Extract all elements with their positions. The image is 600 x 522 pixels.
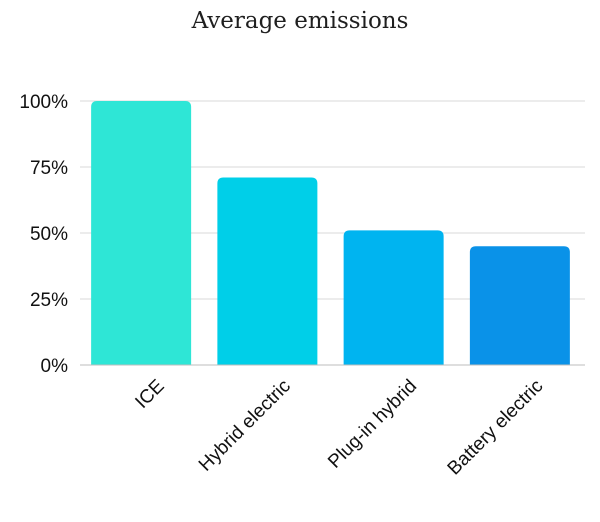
x-tick-label: Hybrid electric <box>195 376 295 476</box>
bar-plug-in-hybrid <box>343 230 444 365</box>
y-tick-label: 75% <box>30 158 68 179</box>
x-tick-label: Plug-in hybrid <box>324 376 421 473</box>
x-tick-label: ICE <box>131 376 168 413</box>
y-tick-label: 0% <box>41 356 69 377</box>
chart-title: Average emissions <box>191 8 409 34</box>
x-tick-label: Battery electric <box>444 376 548 480</box>
bar-ice <box>91 101 192 365</box>
y-tick-label: 50% <box>30 224 68 245</box>
y-tick-label: 100% <box>19 92 68 113</box>
y-tick-label: 25% <box>30 290 68 311</box>
bar-battery-electric <box>469 246 570 365</box>
bar-hybrid-electric <box>217 177 318 365</box>
